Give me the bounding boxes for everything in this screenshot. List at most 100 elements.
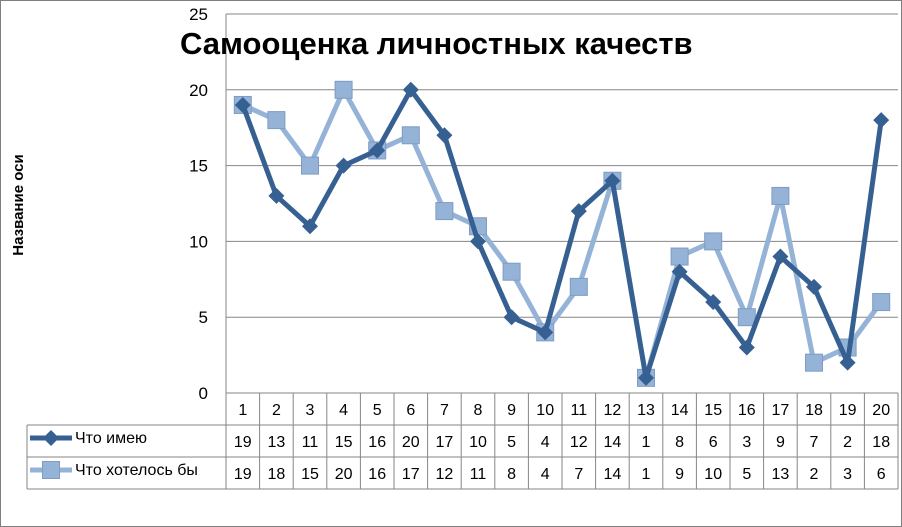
x-tick-label: 2 [272, 402, 281, 419]
data-label: 3 [843, 466, 852, 483]
data-label: 18 [872, 434, 890, 451]
x-tick-label: 12 [604, 402, 622, 419]
data-point [436, 127, 453, 144]
legend-label: Что хотелось бы [75, 462, 198, 479]
x-tick-label: 8 [474, 402, 483, 419]
data-label: 20 [402, 434, 420, 451]
data-point [402, 81, 419, 98]
x-tick-label: 4 [339, 402, 348, 419]
data-point [704, 232, 723, 251]
legend-entry: Что имею [30, 430, 147, 447]
y-tick-label: 0 [199, 384, 208, 403]
data-label: 4 [541, 466, 550, 483]
data-point [334, 80, 353, 99]
data-label: 17 [402, 466, 420, 483]
data-label: 6 [709, 434, 718, 451]
data-label: 8 [507, 466, 516, 483]
x-tick-label: 19 [839, 402, 857, 419]
data-label: 14 [604, 434, 622, 451]
data-point [737, 308, 756, 327]
data-label: 16 [368, 434, 386, 451]
data-label: 11 [302, 434, 319, 451]
data-point [805, 353, 823, 372]
data-point [570, 203, 587, 220]
data-point [267, 111, 286, 130]
data-point [335, 157, 352, 174]
data-point [401, 126, 420, 145]
y-tick-label: 5 [199, 308, 208, 327]
data-point [705, 294, 722, 311]
data-label: 10 [469, 434, 487, 451]
y-tick-label: 25 [189, 5, 208, 24]
data-point [234, 96, 251, 113]
data-point [369, 142, 386, 159]
data-point [42, 461, 60, 479]
data-label: 14 [604, 466, 622, 483]
data-label: 17 [436, 434, 454, 451]
legend-label: Что имею [75, 430, 147, 447]
x-tick-label: 10 [536, 402, 554, 419]
x-tick-label: 16 [738, 402, 756, 419]
data-label: 20 [335, 466, 353, 483]
data-point [671, 263, 688, 280]
x-tick-label: 13 [637, 402, 655, 419]
data-label: 15 [335, 434, 353, 451]
data-point [470, 233, 486, 250]
data-label: 2 [843, 434, 852, 451]
data-label: 1 [642, 466, 651, 483]
data-label: 9 [776, 434, 785, 451]
y-tick-label: 10 [189, 232, 208, 251]
data-point [302, 218, 318, 235]
x-tick-label: 18 [805, 402, 823, 419]
data-point [503, 309, 520, 326]
data-point [268, 187, 285, 204]
series-1 [234, 81, 890, 386]
x-tick-label: 9 [507, 402, 516, 419]
data-label: 5 [507, 434, 516, 451]
data-label: 13 [268, 434, 286, 451]
data-label: 13 [772, 466, 790, 483]
data-point [806, 278, 822, 295]
legend-entry: Что хотелось бы [30, 461, 198, 479]
data-label: 5 [742, 466, 751, 483]
data-point [604, 172, 621, 189]
data-label: 4 [541, 434, 550, 451]
data-point [43, 430, 59, 446]
y-tick-label: 15 [189, 157, 208, 176]
x-tick-label: 15 [704, 402, 722, 419]
x-tick-label: 1 [238, 402, 247, 419]
data-point [537, 324, 554, 341]
data-label: 9 [675, 466, 684, 483]
data-label: 2 [810, 466, 819, 483]
data-label: 11 [470, 466, 487, 483]
y-tick-label: 20 [189, 81, 208, 100]
data-label: 7 [574, 466, 583, 483]
data-point [638, 369, 654, 386]
data-label: 1 [642, 434, 651, 451]
data-label: 15 [301, 466, 319, 483]
x-tick-label: 3 [306, 402, 315, 419]
data-point [435, 202, 454, 221]
x-tick-label: 7 [440, 402, 449, 419]
chart-title: Самооценка личностных качеств [180, 26, 693, 61]
x-tick-label: 20 [872, 402, 890, 419]
data-point [301, 156, 319, 175]
data-label: 6 [877, 466, 886, 483]
data-label: 8 [675, 434, 684, 451]
x-tick-label: 6 [406, 402, 415, 419]
data-label: 10 [704, 466, 722, 483]
x-tick-label: 11 [570, 402, 587, 419]
data-point [772, 248, 789, 265]
data-point [872, 293, 891, 312]
data-point [873, 112, 890, 129]
x-tick-label: 17 [772, 402, 790, 419]
data-point [839, 354, 856, 371]
y-axis-label: Название оси [10, 154, 27, 256]
data-label: 16 [368, 466, 386, 483]
series-line [240, 87, 884, 381]
data-label: 19 [234, 434, 252, 451]
data-label: 18 [268, 466, 286, 483]
